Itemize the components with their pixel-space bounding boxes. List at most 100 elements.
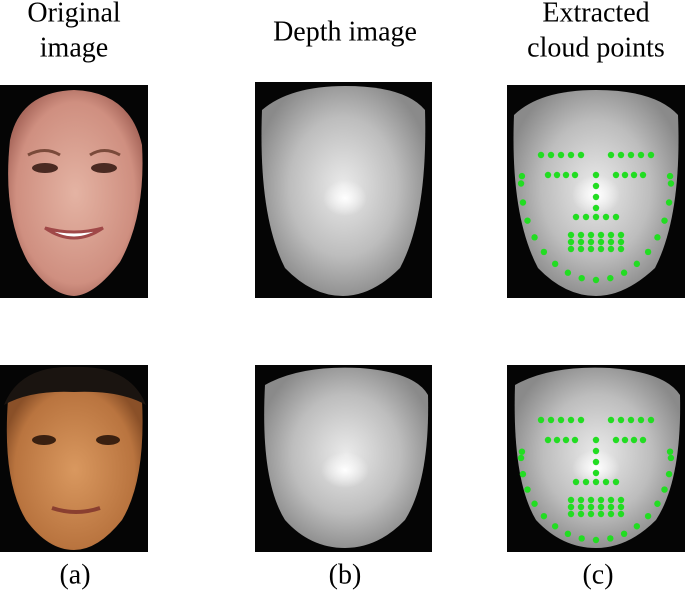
- landmark-point: [592, 182, 600, 190]
- landmark-point: [547, 151, 555, 159]
- landmark-point: [637, 151, 645, 159]
- landmark-point: [607, 496, 615, 504]
- landmark-point: [602, 478, 610, 486]
- depth-face-2: [255, 365, 432, 552]
- landmark-point: [553, 171, 561, 179]
- column-header: image: [40, 32, 108, 63]
- landmark-point: [577, 151, 585, 159]
- landmark-point: [519, 199, 527, 206]
- landmark-point: [587, 496, 595, 504]
- landmark-point: [524, 486, 531, 493]
- landmark-point: [612, 213, 620, 221]
- landmark-point: [537, 416, 545, 424]
- landmark-point: [647, 416, 655, 424]
- original-face-2: [0, 365, 148, 552]
- column-label: (b): [329, 559, 362, 590]
- depth-face-1: [255, 82, 432, 298]
- landmark-point: [597, 510, 605, 518]
- landmark-point: [617, 503, 625, 511]
- landmark-point: [617, 496, 625, 504]
- landmark-point: [582, 213, 590, 221]
- landmark-point: [567, 238, 575, 246]
- landmark-point: [567, 151, 575, 159]
- landmark-point: [524, 217, 531, 224]
- landmark-point: [607, 238, 615, 246]
- landmark-point: [612, 171, 620, 179]
- landmark-point: [567, 245, 575, 253]
- landmark-point: [639, 436, 647, 444]
- column-header: Depth image: [273, 16, 417, 47]
- landmark-point: [587, 238, 595, 246]
- landmark-point: [639, 171, 647, 179]
- landmark-point: [621, 436, 629, 444]
- landmark-point: [617, 416, 625, 424]
- landmark-point: [577, 238, 585, 246]
- column-header: Original: [27, 0, 121, 28]
- landmark-point: [567, 496, 575, 504]
- landmark-point: [661, 217, 668, 224]
- column-label: (a): [59, 559, 90, 590]
- landmark-point: [592, 276, 600, 284]
- landmark-point: [551, 523, 559, 530]
- landmark-point: [557, 416, 565, 424]
- landmark-point: [654, 234, 661, 241]
- landmark-point: [597, 231, 605, 239]
- landmark-point: [578, 274, 585, 282]
- landmark-point: [547, 416, 555, 424]
- landmark-point: [571, 436, 579, 444]
- landmark-point: [607, 503, 615, 511]
- landmark-point: [592, 469, 600, 477]
- landmark-point: [587, 231, 595, 239]
- landmark-point: [607, 231, 615, 239]
- landmark-point: [597, 503, 605, 511]
- landmark-point: [540, 248, 548, 256]
- landmark-point: [540, 512, 548, 520]
- landmark-point: [582, 478, 590, 486]
- landmark-point: [620, 269, 628, 276]
- landmark-point: [597, 245, 605, 253]
- landmark-point: [592, 536, 600, 544]
- landmark-point: [577, 496, 585, 504]
- landmark-point: [567, 231, 575, 239]
- landmark-point: [597, 238, 605, 246]
- landmark-point: [612, 478, 620, 486]
- landmark-point: [627, 416, 635, 424]
- landmark-point: [587, 510, 595, 518]
- landmark-point: [644, 512, 652, 520]
- landmark-point: [617, 238, 625, 246]
- landmark-point: [607, 535, 614, 542]
- landmark-point: [620, 530, 628, 538]
- landmark-point: [517, 180, 525, 187]
- cloud-face-2: [507, 365, 685, 552]
- landmark-point: [567, 510, 575, 518]
- landmark-point: [578, 535, 585, 542]
- landmark-points: [517, 151, 675, 284]
- landmark-point: [577, 231, 585, 239]
- landmark-point: [607, 416, 615, 424]
- landmark-point: [564, 269, 572, 276]
- landmark-point: [531, 234, 538, 241]
- landmark-point: [665, 199, 673, 206]
- landmark-point: [577, 416, 585, 424]
- landmark-point: [617, 245, 625, 253]
- landmark-point: [633, 523, 641, 530]
- landmark-point: [518, 172, 526, 180]
- landmark-point: [577, 503, 585, 511]
- landmark-point: [612, 436, 620, 444]
- landmark-point: [592, 436, 600, 444]
- landmark-point: [567, 503, 575, 511]
- landmark-point: [592, 478, 600, 486]
- landmark-point: [607, 274, 614, 282]
- cloud-face-1: [507, 85, 685, 298]
- landmark-point: [567, 416, 575, 424]
- landmark-point: [637, 416, 645, 424]
- landmark-point: [665, 470, 673, 478]
- landmark-point: [633, 260, 641, 268]
- landmark-point: [572, 213, 580, 221]
- landmark-point: [644, 248, 652, 256]
- landmark-point: [592, 458, 600, 466]
- original-face-1: [0, 85, 148, 298]
- landmark-point: [564, 530, 572, 538]
